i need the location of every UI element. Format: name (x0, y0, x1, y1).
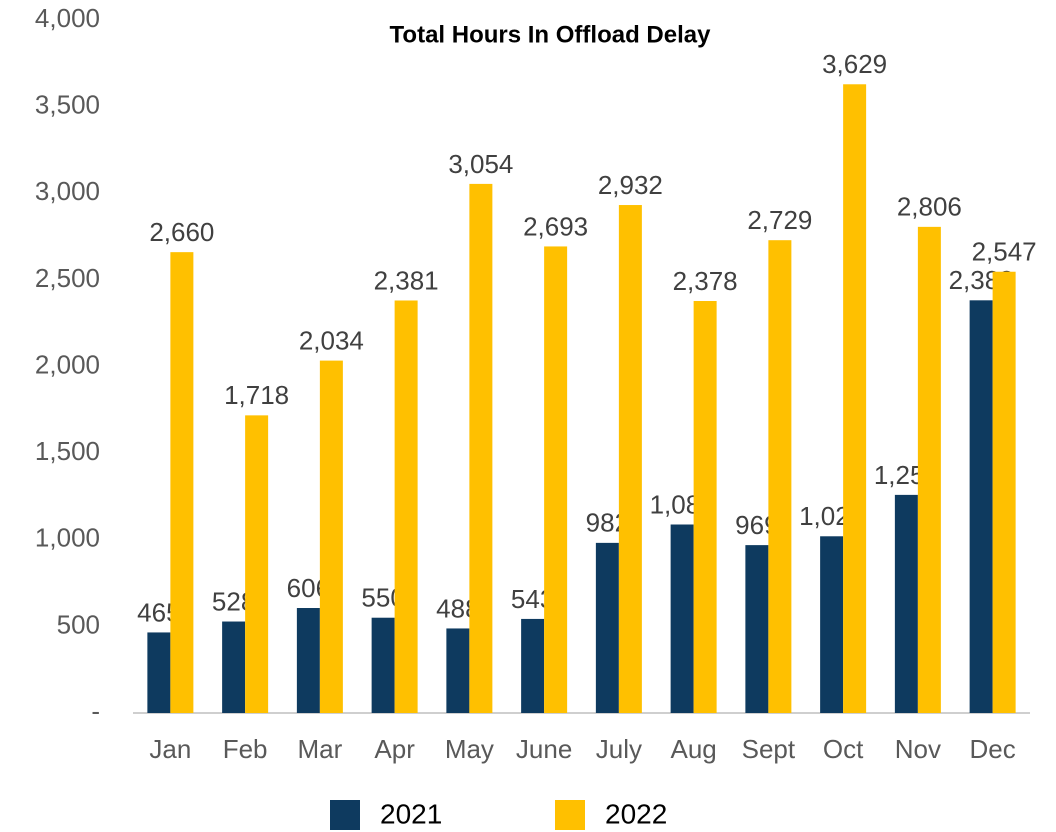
bar (245, 415, 269, 713)
x-tick-label: Apr (374, 734, 415, 764)
y-tick-label: 3,500 (35, 90, 100, 120)
bar (469, 183, 493, 713)
bar (147, 632, 171, 713)
y-tick-label: 2,000 (35, 349, 100, 379)
x-tick-label: Nov (895, 734, 941, 764)
bar (595, 542, 619, 713)
x-tick-label: Feb (223, 734, 268, 764)
y-tick-label: 1,500 (35, 436, 100, 466)
legend-swatch (555, 800, 585, 830)
x-tick-label: June (516, 734, 572, 764)
legend-label: 2022 (605, 798, 667, 829)
value-label: 1,718 (224, 380, 289, 410)
x-tick-label: Dec (970, 734, 1016, 764)
legend-swatch (330, 800, 360, 830)
x-tick-label: May (445, 734, 494, 764)
value-label: 2,547 (972, 237, 1037, 267)
value-label: 2,660 (149, 217, 214, 247)
bar (820, 536, 844, 713)
bar (222, 621, 246, 713)
value-label: 2,378 (673, 266, 738, 296)
bar (170, 252, 194, 713)
x-tick-label: Jan (149, 734, 191, 764)
x-tick-label: Oct (823, 734, 864, 764)
x-tick-label: Sept (742, 734, 796, 764)
bar (969, 300, 993, 713)
y-tick-label: 4,000 (35, 3, 100, 33)
value-label: 2,381 (374, 265, 439, 295)
chart-title: Total Hours In Offload Delay (390, 21, 712, 48)
y-tick-label: 1,000 (35, 523, 100, 553)
bar (371, 617, 395, 713)
bar (319, 360, 343, 713)
bar (894, 494, 918, 713)
value-label: 2,034 (299, 325, 364, 355)
bar (670, 524, 694, 713)
bar (296, 608, 320, 713)
value-label: 2,729 (747, 205, 812, 235)
y-tick-label: 3,000 (35, 176, 100, 206)
bar (768, 240, 792, 713)
bar (618, 205, 642, 713)
value-label: 2,932 (598, 170, 663, 200)
value-label: 3,054 (448, 149, 513, 179)
x-tick-label: July (596, 734, 642, 764)
x-tick-label: Mar (297, 734, 342, 764)
bar (693, 301, 717, 713)
value-label: 2,806 (897, 192, 962, 222)
bar (843, 84, 867, 713)
bar (446, 628, 470, 713)
value-label: 3,629 (822, 49, 887, 79)
bar (917, 226, 941, 713)
y-tick-label: 500 (57, 609, 100, 639)
bar (745, 545, 769, 713)
y-tick-label: - (91, 696, 100, 726)
x-tick-label: Aug (670, 734, 716, 764)
bar (544, 246, 568, 713)
bar (992, 271, 1016, 713)
y-tick-label: 2,500 (35, 263, 100, 293)
bar (521, 618, 545, 713)
bar (394, 300, 418, 713)
value-label: 2,693 (523, 211, 588, 241)
legend-label: 2021 (380, 798, 442, 829)
